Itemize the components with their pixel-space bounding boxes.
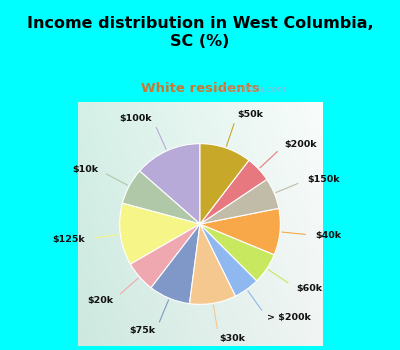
- Text: $40k: $40k: [315, 231, 341, 240]
- Wedge shape: [151, 224, 200, 304]
- Text: $75k: $75k: [130, 326, 156, 335]
- Text: $20k: $20k: [87, 296, 113, 305]
- Text: City-Data.com: City-Data.com: [216, 85, 286, 94]
- Wedge shape: [200, 224, 274, 281]
- Wedge shape: [122, 171, 200, 224]
- Wedge shape: [200, 224, 257, 296]
- Wedge shape: [200, 179, 279, 224]
- Text: Income distribution in West Columbia,
SC (%): Income distribution in West Columbia, SC…: [27, 16, 373, 49]
- Wedge shape: [200, 208, 280, 255]
- Text: $60k: $60k: [296, 284, 322, 293]
- Wedge shape: [140, 144, 200, 224]
- Text: $125k: $125k: [52, 234, 85, 244]
- Text: $50k: $50k: [237, 110, 263, 119]
- Text: $100k: $100k: [120, 114, 152, 123]
- Text: > $200k: > $200k: [267, 314, 311, 322]
- Text: $30k: $30k: [219, 334, 245, 343]
- Text: $200k: $200k: [284, 140, 317, 149]
- Wedge shape: [190, 224, 236, 304]
- Text: $10k: $10k: [72, 165, 98, 174]
- Text: White residents: White residents: [141, 82, 259, 95]
- Wedge shape: [130, 224, 200, 288]
- Wedge shape: [120, 203, 200, 264]
- Wedge shape: [200, 144, 249, 224]
- Text: $150k: $150k: [307, 175, 340, 184]
- Wedge shape: [200, 160, 267, 224]
